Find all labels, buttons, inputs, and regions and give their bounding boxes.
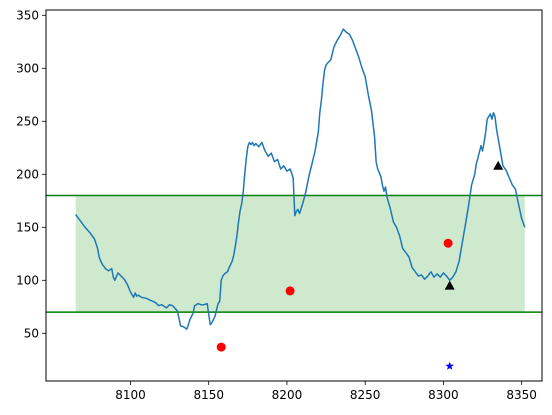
scatter-point-circle bbox=[285, 286, 295, 296]
x-tick-label: 8350 bbox=[506, 388, 537, 402]
y-tick-label: 350 bbox=[16, 8, 39, 22]
y-tick-label: 200 bbox=[16, 167, 39, 181]
scatter-point-circle bbox=[443, 238, 453, 248]
x-tick-label: 8150 bbox=[193, 388, 224, 402]
x-axis: 8100 8150 8200 8250 8300 8350 bbox=[115, 381, 537, 402]
scatter-point-triangle bbox=[444, 280, 455, 290]
plot-area bbox=[46, 28, 542, 370]
x-tick-label: 8250 bbox=[350, 388, 381, 402]
scatter-point-triangle bbox=[493, 160, 504, 170]
y-axis: 50 100 150 200 250 300 350 bbox=[16, 8, 46, 340]
y-tick-label: 100 bbox=[16, 273, 39, 287]
y-tick-label: 50 bbox=[24, 326, 39, 340]
threshold-band bbox=[75, 195, 525, 313]
scatter-point-circle bbox=[216, 342, 226, 352]
y-tick-label: 150 bbox=[16, 220, 39, 234]
x-tick-label: 8200 bbox=[272, 388, 303, 402]
axes-frame bbox=[45, 9, 543, 382]
y-tick-label: 250 bbox=[16, 114, 39, 128]
series-line bbox=[75, 28, 526, 330]
y-tick-label: 300 bbox=[16, 61, 39, 75]
scatter-point-star bbox=[445, 361, 454, 370]
x-tick-label: 8300 bbox=[428, 388, 459, 402]
x-tick-label: 8100 bbox=[115, 388, 146, 402]
